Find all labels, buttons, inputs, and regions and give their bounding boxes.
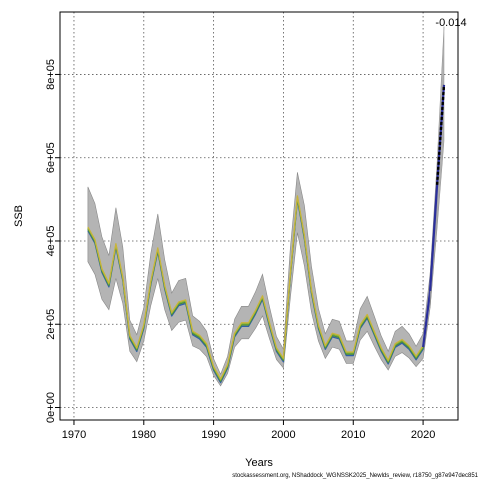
source-footer: stockassessment.org, NShaddock_WGNSSK202… — [232, 473, 478, 479]
y-tick-label: 2e+05 — [45, 309, 57, 340]
x-tick-label: 2020 — [411, 429, 435, 441]
series-line-olive — [87, 183, 438, 380]
x-tick-label: 1970 — [62, 429, 86, 441]
x-tick-label: 1980 — [132, 429, 156, 441]
y-axis-title: SSB — [13, 205, 25, 227]
x-tick-label: 2000 — [271, 429, 295, 441]
forecast-annotation: -0.014 — [435, 17, 466, 29]
forecast-line — [435, 84, 446, 185]
gridlines — [60, 12, 458, 420]
y-tick-label: 0e+00 — [45, 392, 57, 423]
plot-frame — [59, 11, 459, 421]
x-tick-label: 1990 — [201, 429, 225, 441]
x-tick-label: 2010 — [341, 429, 365, 441]
x-axis: 1970 1980 1990 2000 2010 2020 — [62, 420, 435, 441]
y-tick-label: 4e+05 — [45, 226, 57, 257]
x-axis-title: Years — [245, 457, 273, 469]
y-tick-label: 6e+05 — [45, 142, 57, 173]
forecast — [429, 26, 446, 308]
y-axis: 0e+00 2e+05 4e+05 6e+05 8e+05 — [45, 59, 60, 423]
y-tick-label: 8e+05 — [45, 59, 57, 90]
